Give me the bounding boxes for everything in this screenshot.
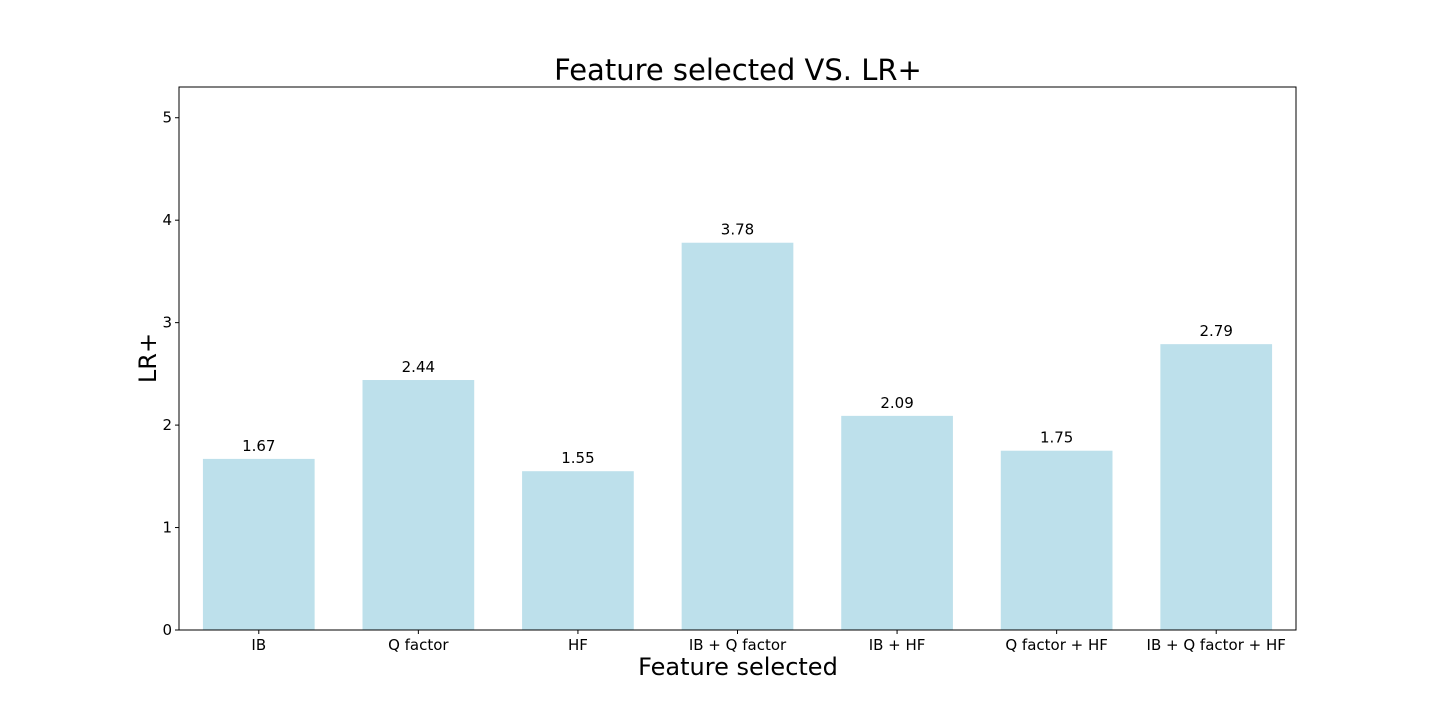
bar [362,380,475,630]
y-axis-label: LR+ [134,333,162,383]
data-label: 1.67 [242,437,275,455]
y-tick-label: 1 [162,519,172,537]
y-tick-label: 5 [162,109,172,127]
bar [681,242,794,630]
bar [1160,344,1273,630]
bar [841,415,953,630]
x-tick-label: IB + Q factor [689,636,787,654]
data-labels-layer: 1.67 2.44 1.55 3.78 2.09 1.75 2.79 [242,221,1233,467]
data-label: 2.79 [1200,322,1233,340]
x-tick-label: IB + Q factor + HF [1147,636,1286,654]
x-axis: IB Q factor HF IB + Q factor IB + HF Q factor… [251,630,1286,654]
bar [1000,450,1113,630]
x-axis-label: Feature selected [638,653,838,681]
x-tick-label: Q factor [388,636,449,654]
data-label: 1.55 [561,449,594,467]
x-tick-label: IB [251,636,266,654]
plot-frame [178,86,1297,631]
x-tick-label: HF [568,636,588,654]
y-tick-label: 4 [162,211,172,229]
x-tick-label: IB + HF [869,636,926,654]
x-tick-label: Q factor + HF [1005,636,1108,654]
y-tick-label: 3 [162,314,172,332]
bars-layer [202,242,1273,630]
data-label: 3.78 [721,221,754,239]
y-axis: 0 1 2 3 4 5 [162,109,179,639]
data-label: 2.44 [402,358,435,376]
chart-title: Feature selected VS. LR+ [554,53,922,87]
bar [202,458,315,630]
bar [522,471,634,630]
y-tick-label: 2 [162,416,172,434]
data-label: 1.75 [1040,429,1073,447]
data-label: 2.09 [880,394,913,412]
y-tick-label: 0 [162,621,172,639]
